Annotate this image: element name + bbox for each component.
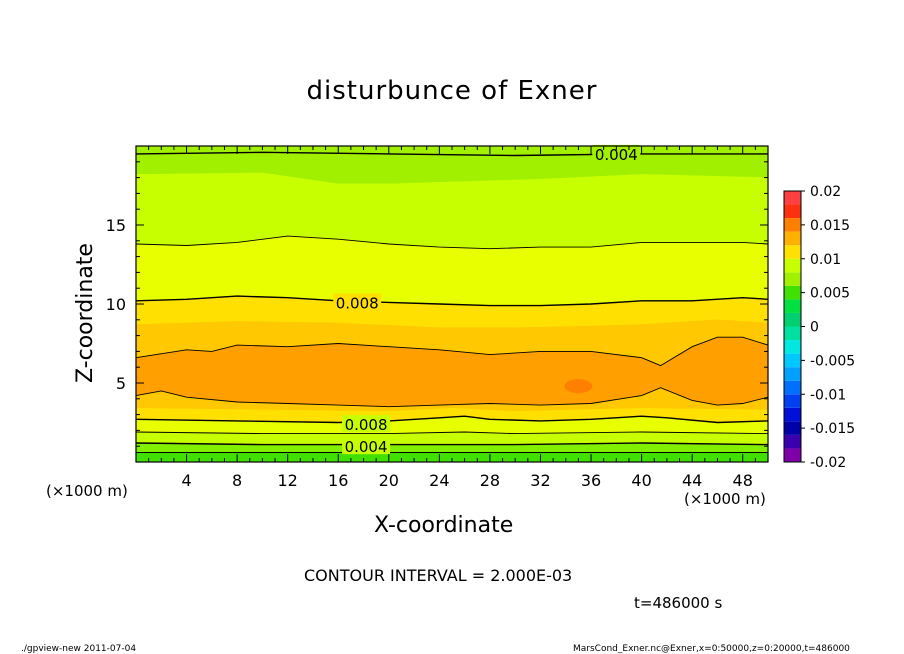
colorbar-swatch xyxy=(784,421,801,435)
colorbar-swatch xyxy=(784,394,801,408)
colorbar-tick-label: -0.005 xyxy=(810,353,855,369)
x-unit-label: (×1000 m) xyxy=(684,490,766,508)
x-tick-label: 16 xyxy=(328,471,348,490)
contour-line xyxy=(135,415,769,424)
colorbar-swatch xyxy=(784,380,801,395)
x-axis-ticks: 4 8 12 16 20 24 28 32 36 40 44 48 xyxy=(135,146,769,490)
colorbar-tick-label: 0.02 xyxy=(810,184,841,200)
colorbar-swatch xyxy=(784,204,801,219)
colorbar-swatch xyxy=(784,245,801,259)
x-tick-label: 24 xyxy=(429,471,449,490)
colorbar-swatch xyxy=(784,367,801,381)
x-tick-label: 32 xyxy=(530,471,550,490)
contour-line xyxy=(135,442,769,446)
x-tick-label: 28 xyxy=(480,471,500,490)
contour-label-bg xyxy=(333,293,382,311)
colorbar-swatch xyxy=(784,353,801,368)
colorbar-swatch xyxy=(784,340,801,354)
contour-line xyxy=(135,431,769,435)
chart-title: disturbunce of Exner xyxy=(306,76,598,106)
contour-label: 0.004 xyxy=(345,438,388,456)
colorbar-tick-label: 0.01 xyxy=(810,252,841,268)
colorbar-swatch xyxy=(784,326,801,341)
colorbar-swatch xyxy=(784,299,801,313)
x-tick-label: 36 xyxy=(581,471,601,490)
colorbar-swatch xyxy=(784,285,801,300)
y-axis-label: Z-coordinate xyxy=(73,243,98,383)
contour-label: 0.008 xyxy=(345,416,388,434)
contour-interval-text: CONTOUR INTERVAL = 2.000E-03 xyxy=(304,566,573,585)
contour-label-bg xyxy=(592,144,641,162)
contour-label: 0.008 xyxy=(336,294,379,312)
x-axis-label: X-coordinate xyxy=(374,513,514,538)
contour-line xyxy=(135,295,769,307)
colorbar: 0.02 0.015 0.01 0.005 0 -0.005 -0.01 -0.015 -0.0… xyxy=(783,184,855,471)
colorbar-swatch xyxy=(784,258,801,273)
x-tick-label: 48 xyxy=(733,471,753,490)
filled-contour-bands xyxy=(135,145,769,463)
x-tick-label: 40 xyxy=(631,471,651,490)
contour-label-bg xyxy=(342,415,391,433)
colorbar-tick-label: -0.015 xyxy=(810,421,855,437)
y-tick-label: 10 xyxy=(106,295,126,314)
x-tick-label: 8 xyxy=(232,471,242,490)
contour-lines xyxy=(135,151,769,453)
colorbar-tick-label: -0.02 xyxy=(810,455,846,471)
x-tick-label: 12 xyxy=(278,471,298,490)
colorbar-tick-label: 0.005 xyxy=(810,286,850,302)
x-tick-label: 44 xyxy=(682,471,702,490)
colorbar-swatch xyxy=(784,407,801,422)
x-tick-label: 4 xyxy=(181,471,191,490)
contour-labels: 0.004 0.008 0.008 0.004 xyxy=(333,144,641,456)
y-tick-label: 5 xyxy=(116,374,126,393)
time-stamp: t=486000 s xyxy=(634,594,723,612)
colorbar-swatch xyxy=(784,191,801,205)
footer-program: ./gpview-new 2011-07-04 xyxy=(21,644,137,654)
contour-line xyxy=(135,387,769,408)
colorbar-tick-label: 0.015 xyxy=(810,218,850,234)
colorbar-swatch xyxy=(784,231,801,246)
y-tick-label: 15 xyxy=(106,216,126,235)
colorbar-swatch xyxy=(784,448,801,462)
contour-label-bg xyxy=(342,437,391,455)
colorbar-swatch xyxy=(784,218,801,232)
colorbar-swatch xyxy=(784,272,801,286)
x-tick-label: 20 xyxy=(379,471,399,490)
colorbar-swatch xyxy=(784,312,801,327)
contour-label: 0.004 xyxy=(595,146,638,164)
z-unit-label: (×1000 m) xyxy=(46,482,128,500)
contour-line xyxy=(135,235,769,250)
y-axis-ticks: 5 10 15 xyxy=(106,145,768,463)
max-blob xyxy=(564,379,593,394)
footer-source: MarsCond_Exner.nc@Exner,x=0:50000,z=0:20… xyxy=(573,644,850,654)
colorbar-swatch xyxy=(784,434,801,449)
contour-band xyxy=(135,172,769,249)
contour-line xyxy=(135,336,769,367)
colorbar-tick-label: 0 xyxy=(810,320,819,336)
contour-line xyxy=(135,151,768,157)
colorbar-tick-label: -0.01 xyxy=(810,387,846,403)
